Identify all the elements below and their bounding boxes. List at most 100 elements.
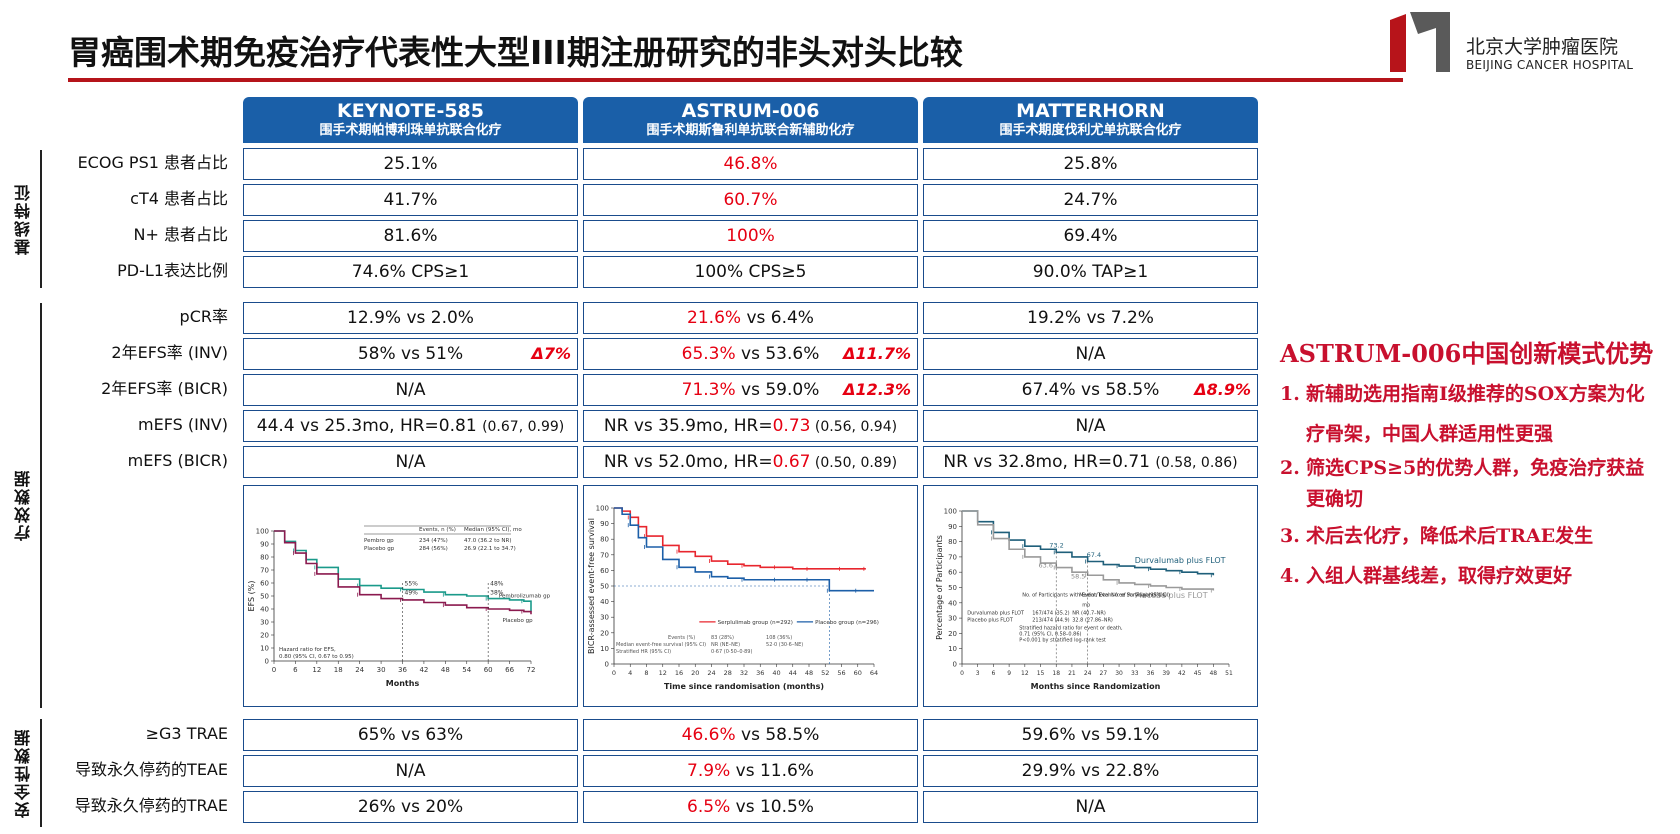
annotation: 58.5 (1071, 572, 1085, 580)
delta-value: Δ11.7% (843, 344, 911, 363)
table-cell: 47.0 (36.2 to NR) (464, 538, 512, 544)
table-cell: 0·67 (0·50–0·89) (711, 649, 752, 655)
annotation: 63.6 (1039, 562, 1053, 570)
legend-label: Durvalumab plus FLOT (1135, 556, 1226, 565)
x-tick-label: 48 (1209, 670, 1217, 677)
x-tick-label: 66 (505, 666, 514, 674)
cell-teae-keynote: N/A (243, 755, 578, 787)
cell-value: NR vs 52.0mo, HR= (603, 452, 773, 472)
cell-pdl1-keynote: 74.6% CPS≥1 (243, 256, 578, 288)
x-tick-label: 48 (805, 669, 813, 677)
table-cell: 83 (28%) (711, 635, 734, 641)
cell-value: vs 59.0% (735, 380, 820, 400)
cell-value: 60.7% (723, 190, 778, 210)
cell-value: 46.8% (723, 154, 778, 174)
x-tick-label: 8 (644, 669, 648, 677)
annotation: Hazard ratio for EFS, (279, 647, 336, 653)
item-text: 筛选CPS≥5的优势人群，免疫治疗获益 (1306, 457, 1645, 479)
cell-teae-astrum: 7.9% vs 11.6% (583, 755, 918, 787)
cell-trae-matterhorn: N/A (923, 791, 1258, 823)
advantage-item-2: 2. 筛选CPS≥5的优势人群，免疫治疗获益 更确切 (1280, 450, 1644, 512)
y-tick-label: 50 (948, 584, 957, 592)
cell-value: 100% (726, 226, 775, 246)
table-cell: Placebo gp (364, 546, 395, 552)
cell-value: vs 53.6% (735, 344, 820, 364)
cell-value: 58% vs 51% (357, 344, 464, 364)
cell-efs-inv-astrum: 65.3% vs 53.6% Δ11.7% (583, 338, 918, 370)
cell-pcr-matterhorn: 19.2% vs 7.2% (923, 302, 1258, 334)
advantage-item-1: 1. 新辅助选用指南I级推荐的SOX方案为化 疗骨架，中国人群适用性更强 (1280, 374, 1645, 454)
title-underline (68, 78, 1403, 82)
x-tick-label: 64 (870, 669, 878, 677)
y-axis-label: Percentage of Participants (935, 535, 944, 640)
item-number: 4. (1280, 565, 1300, 587)
x-tick-label: 12 (659, 669, 667, 677)
table-cell: Pembro gp (364, 538, 394, 544)
y-tick-label: 70 (948, 553, 957, 561)
table-cell: 52·0 (30·6–NE) (766, 642, 803, 648)
cell-ci: (0.50, 0.89) (810, 455, 898, 471)
x-tick-label: 18 (1052, 670, 1060, 677)
x-tick-label: 36 (756, 669, 764, 677)
item-text: 术后去化疗，降低术后TRAE发生 (1306, 525, 1594, 547)
row-label-pdl1: PD-L1表达比例 (117, 261, 228, 280)
y-tick-label: 80 (260, 554, 269, 562)
x-tick-label: 32 (740, 669, 748, 677)
row-label-trae: 导致永久停药的TRAE (74, 796, 228, 815)
annotation: 38% (490, 590, 504, 597)
cell-value: NR vs 35.9mo, HR= (603, 416, 773, 436)
delta-value: Δ7% (531, 344, 571, 363)
efs-chart-keynote585: 0 10 20 30 40 50 60 70 80 90 100 0 6 12 18 24 30 36 42 48 54… (247, 525, 551, 688)
x-tick-label: 28 (724, 669, 732, 677)
cell-trae-keynote: 26% vs 20% (243, 791, 578, 823)
column-title: ASTRUM-006 (681, 100, 820, 122)
x-tick-label: 27 (1100, 670, 1108, 677)
y-tick-label: 0 (265, 658, 269, 666)
table-cell: NR (NE–NE) (711, 642, 740, 648)
cell-mefs-inv-keynote: 44.4 vs 25.3mo, HR=0.81 (0.67, 0.99) (243, 410, 578, 442)
row-label-pcr: pCR率 (179, 307, 228, 326)
delta-value: Δ12.3% (843, 380, 911, 399)
cell-pdl1-astrum: 100% CPS≥5 (583, 256, 918, 288)
x-tick-label: 6 (293, 666, 298, 674)
row-label-mefs-bicr: mEFS (BICR) (127, 451, 228, 470)
y-tick-label: 10 (260, 645, 269, 653)
x-tick-label: 12 (1021, 670, 1029, 677)
cell-ci: (0.67, 0.99) (482, 419, 565, 435)
cell-mefs-inv-astrum: NR vs 35.9mo, HR=0.73 (0.56, 0.94) (583, 410, 918, 442)
table-cell: NR (40.7–NR) (1072, 611, 1106, 617)
y-tick-label: 0 (953, 661, 957, 669)
hospital-name-cn: 北京大学肿瘤医院 (1466, 36, 1619, 58)
table-cell: 167/474 (35.2) (1032, 611, 1069, 617)
y-tick-label: 80 (600, 536, 609, 544)
cell-nplus-keynote: 81.6% (243, 220, 578, 252)
cell-nplus-matterhorn: 69.4% (923, 220, 1258, 252)
cell-value: vs 11.6% (730, 761, 814, 781)
y-tick-label: 20 (260, 632, 269, 640)
y-tick-label: 90 (600, 520, 609, 528)
x-tick-label: 4 (628, 669, 632, 677)
cell-trae-astrum: 6.5% vs 10.5% (583, 791, 918, 823)
y-axis-label: EFS (%) (247, 581, 256, 612)
section-divider (40, 150, 42, 288)
annotation: 73.2 (1049, 542, 1063, 550)
cell-ct4-astrum: 60.7% (583, 184, 918, 216)
x-tick-label: 60 (484, 666, 493, 674)
x-axis-label: Months since Randomization (1031, 682, 1161, 691)
delta-value: Δ8.9% (1194, 380, 1251, 399)
chart-box-astrum: 0 10 20 30 40 50 60 70 80 90 100 0 4 8 12 16 20 24 28 32 36 4… (583, 485, 918, 707)
y-tick-label: 40 (948, 599, 957, 607)
x-tick-label: 15 (1037, 670, 1045, 677)
x-tick-label: 54 (462, 666, 471, 674)
cell-value: 25.1% (383, 154, 438, 174)
cell-value: 41.7% (383, 190, 438, 210)
table-cell: 32.8 (27.86–NR) (1072, 618, 1113, 624)
cell-value-highlight: 7.9% (687, 761, 731, 781)
table-note: P<0.001 by stratified log-rank test (1019, 638, 1106, 644)
item-text: 更确切 (1306, 488, 1364, 510)
y-tick-label: 30 (600, 614, 609, 622)
column-header-keynote585: KEYNOTE-585 围手术期帕博利珠单抗联合化疗 (243, 97, 578, 143)
cell-value-highlight: 0.67 (772, 452, 811, 472)
table-note: 0.71 (95% CI, 0.58–0.86) (1019, 632, 1081, 638)
table-note: Stratified hazard ratio for event or dea… (1019, 626, 1123, 632)
